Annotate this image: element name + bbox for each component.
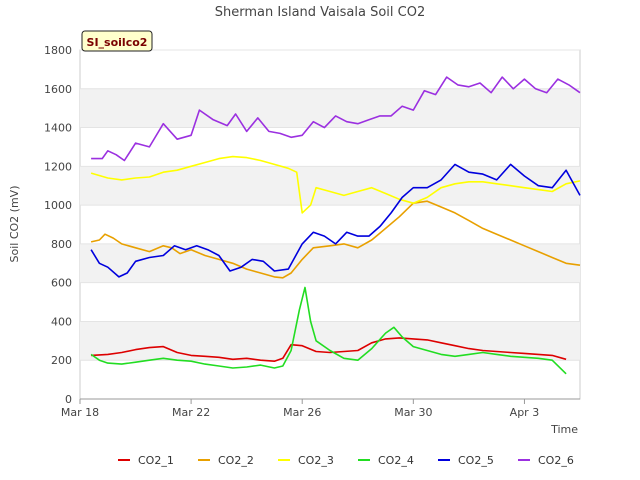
grid-band [80,321,580,361]
series-line-co2-1 [91,337,567,362]
legend-label: CO2_2 [218,454,254,467]
station-badge-label: SI_soilco2 [87,36,148,49]
y-tick-label: 800 [51,238,72,251]
x-tick-label: Mar 26 [283,406,321,419]
x-tick-label: Apr 3 [510,406,540,419]
y-tick-label: 400 [51,315,72,328]
legend-label: CO2_5 [458,454,494,467]
grid-band [80,243,580,283]
legend-label: CO2_4 [378,454,414,467]
y-tick-label: 600 [51,277,72,290]
y-tick-label: 1600 [44,83,72,96]
x-axis-label: Time [550,423,578,436]
series-line-co2-5 [90,163,581,278]
x-tick-label: Mar 22 [172,406,210,419]
series-line-co2-6 [91,76,581,162]
series-line-co2-2 [90,200,581,279]
x-tick-label: Mar 18 [61,406,99,419]
legend-label: CO2_1 [138,454,174,467]
y-tick-label: 0 [65,393,72,406]
y-tick-label: 1200 [44,160,72,173]
series-lines [90,76,581,375]
chart-title: Sherman Island Vaisala Soil CO2 [215,5,425,20]
legend-label: CO2_3 [298,454,334,467]
series-line-co2-3 [90,155,581,214]
series-line-co2-4 [90,286,567,375]
y-tick-label: 1000 [44,199,72,212]
y-axis-ticks: 0 200 400 600 800 1000 1200 1400 1600 1800 [44,44,72,406]
station-badge: SI_soilco2 [81,30,153,52]
x-tick-label: Mar 30 [394,406,432,419]
legend: CO2_1 CO2_2 CO2_3 CO2_4 CO2_5 CO2_6 [118,454,574,467]
x-axis-ticks: Mar 18 Mar 22 Mar 26 Mar 30 Apr 3 [61,398,580,419]
grid-bands [80,49,580,400]
y-tick-label: 1800 [44,44,72,57]
y-tick-label: 200 [51,354,72,367]
y-tick-label: 1400 [44,122,72,135]
y-axis-label: Soil CO2 (mV) [8,186,21,263]
legend-label: CO2_6 [538,454,574,467]
